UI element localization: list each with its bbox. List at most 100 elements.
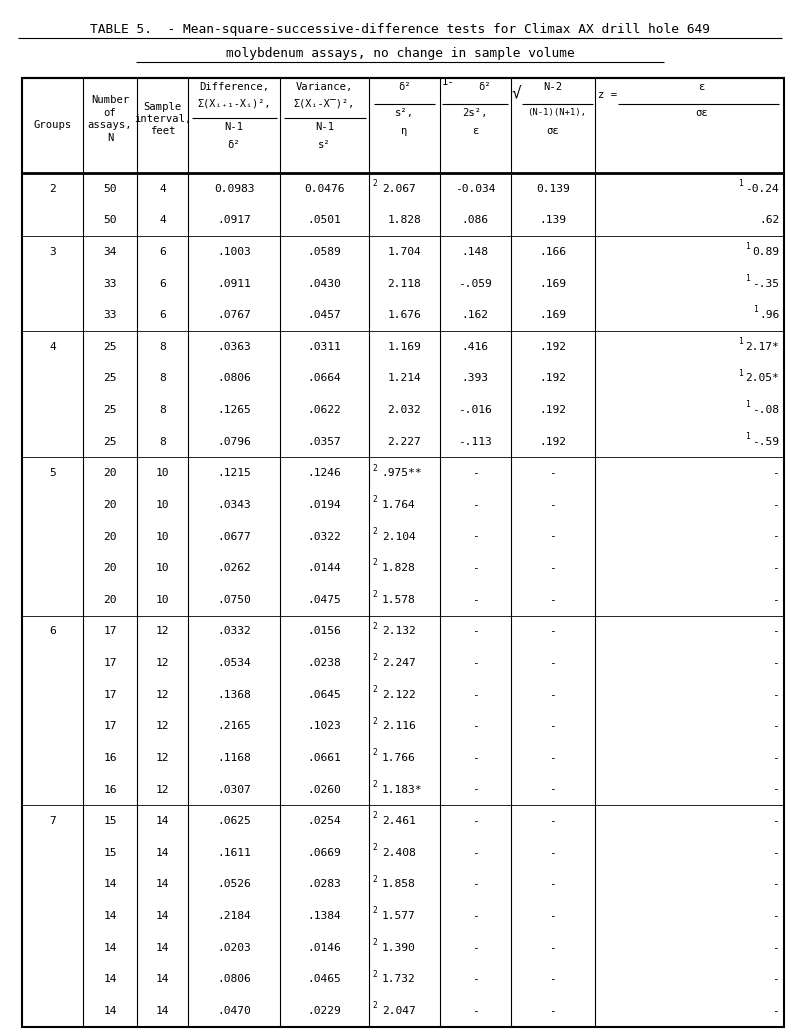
Text: -: - [472,752,478,763]
Text: -: - [773,974,779,984]
Text: 15: 15 [103,848,117,858]
Text: .0332: .0332 [218,626,251,637]
Text: .975**: .975** [382,468,422,478]
Text: .0917: .0917 [218,215,251,226]
Text: -: - [472,689,478,700]
Text: .1384: .1384 [307,911,342,921]
Text: Σ(Xᵢ₊₁-Xᵢ)²,: Σ(Xᵢ₊₁-Xᵢ)², [198,98,271,109]
Text: -: - [472,626,478,637]
Text: 10: 10 [156,595,170,604]
Text: 1: 1 [746,242,750,252]
Text: 0.0983: 0.0983 [214,183,254,194]
Text: 4: 4 [159,183,166,194]
Text: 2.067: 2.067 [382,183,415,194]
Text: s²: s² [318,140,330,150]
Text: -: - [550,563,556,573]
Text: 14: 14 [156,848,170,858]
Text: Sample
interval,
feet: Sample interval, feet [134,101,191,137]
Text: -.059: -.059 [458,278,492,289]
Text: -: - [550,626,556,637]
Text: 14: 14 [156,817,170,826]
Text: .0430: .0430 [307,278,342,289]
Text: .192: .192 [539,405,566,415]
Text: -: - [472,500,478,510]
Text: .086: .086 [462,215,489,226]
Text: 14: 14 [156,1006,170,1016]
Text: -: - [550,595,556,604]
Text: .0283: .0283 [307,880,342,889]
Text: η: η [401,126,407,137]
Text: 1: 1 [738,179,743,188]
Text: 6: 6 [50,626,56,637]
Text: -: - [550,468,556,478]
Text: 1: 1 [738,337,743,346]
Text: 1.577: 1.577 [382,911,415,921]
Text: 2s²,: 2s², [462,108,488,118]
Text: -: - [550,974,556,984]
Text: z =: z = [598,90,618,100]
Text: 2: 2 [372,653,377,662]
Text: .148: .148 [462,247,489,257]
Text: 10: 10 [156,563,170,573]
Text: -0.034: -0.034 [455,183,495,194]
Text: -: - [773,848,779,858]
Text: -.016: -.016 [458,405,492,415]
Text: .0534: .0534 [218,658,251,668]
Text: 14: 14 [103,911,117,921]
Text: -: - [550,911,556,921]
Text: .0457: .0457 [307,310,342,320]
Text: .0343: .0343 [218,500,251,510]
Text: 1.828: 1.828 [387,215,422,226]
Text: -: - [773,500,779,510]
Text: -: - [472,721,478,732]
Text: 2: 2 [372,811,377,821]
Text: -: - [472,848,478,858]
Text: 2.047: 2.047 [382,1006,415,1016]
Text: 2.032: 2.032 [387,405,422,415]
Text: 2: 2 [372,685,377,694]
Text: 2.17*: 2.17* [746,342,779,352]
Text: -: - [550,817,556,826]
Text: .0526: .0526 [218,880,251,889]
Text: 1.578: 1.578 [382,595,415,604]
Text: .0661: .0661 [307,752,342,763]
Text: .96: .96 [759,310,779,320]
Text: -.35: -.35 [752,278,779,289]
Text: .0589: .0589 [307,247,342,257]
Text: .0767: .0767 [218,310,251,320]
Text: 2: 2 [372,590,377,599]
Text: -: - [773,785,779,795]
Text: .1168: .1168 [218,752,251,763]
Text: 1-: 1- [442,77,455,87]
Text: 0.0476: 0.0476 [304,183,345,194]
Text: Groups: Groups [34,120,72,130]
Text: 10: 10 [156,532,170,541]
Text: .0229: .0229 [307,1006,342,1016]
Text: .1003: .1003 [218,247,251,257]
Text: -: - [472,658,478,668]
Text: s²,: s², [394,108,414,118]
Text: 12: 12 [156,752,170,763]
Text: 1.858: 1.858 [382,880,415,889]
Text: -: - [550,880,556,889]
Text: 1.704: 1.704 [387,247,422,257]
Text: .0322: .0322 [307,532,342,541]
Text: -: - [773,658,779,668]
Text: 2.461: 2.461 [382,817,415,826]
Text: -: - [472,468,478,478]
Text: .0806: .0806 [218,974,251,984]
Text: -: - [550,658,556,668]
Text: 15: 15 [103,817,117,826]
Text: 2: 2 [372,938,377,947]
Text: 1.214: 1.214 [387,374,422,383]
Text: .1265: .1265 [218,405,251,415]
Text: 17: 17 [103,658,117,668]
Text: -: - [773,689,779,700]
Text: -: - [472,817,478,826]
Text: .162: .162 [462,310,489,320]
Text: 10: 10 [156,468,170,478]
Text: .1215: .1215 [218,468,251,478]
Text: 2: 2 [50,183,56,194]
Text: 20: 20 [103,468,117,478]
Text: 4: 4 [159,215,166,226]
